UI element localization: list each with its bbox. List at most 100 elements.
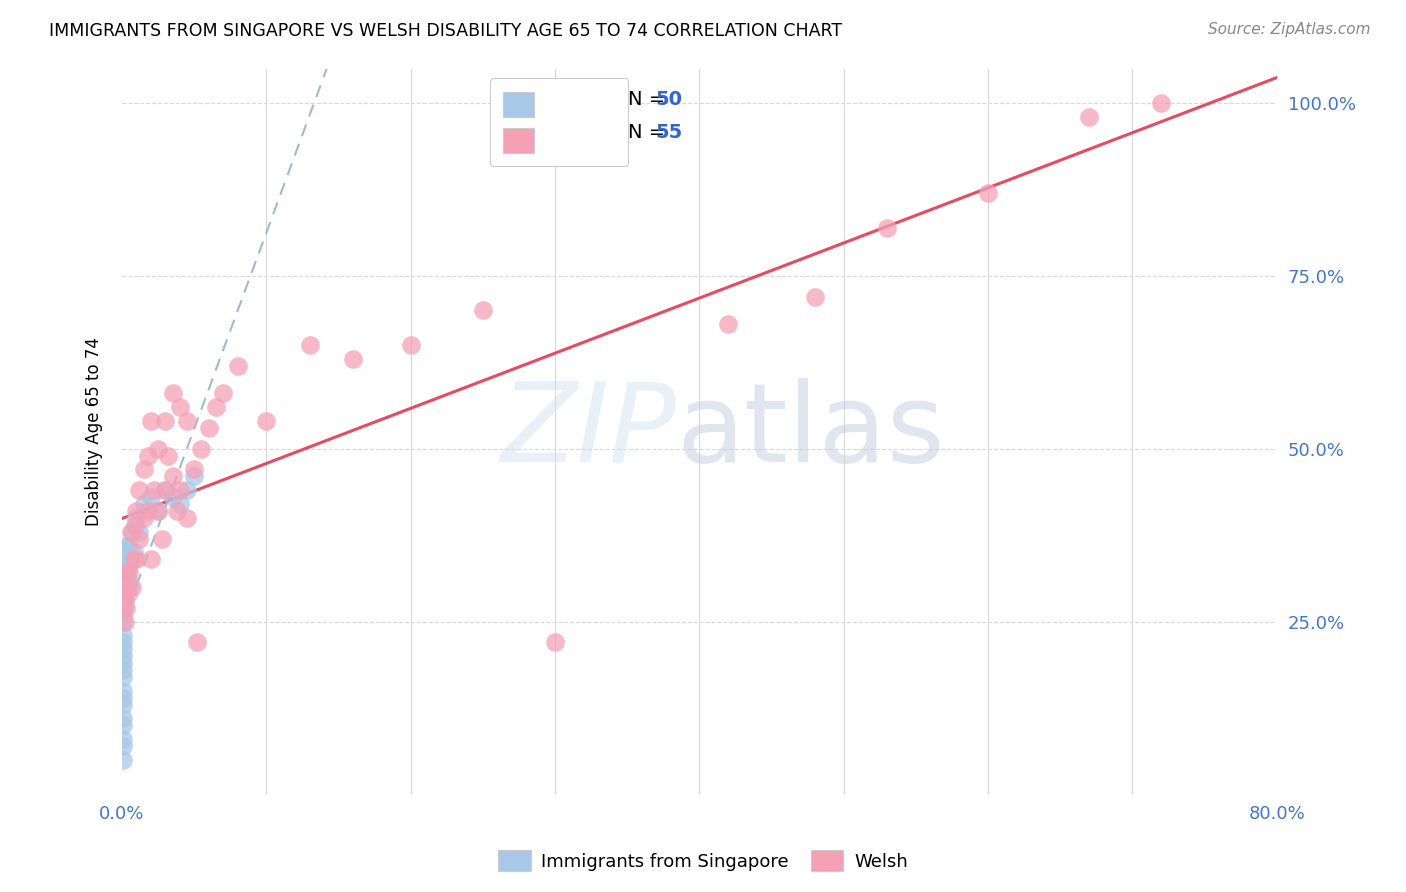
Point [128,524,150,539]
Point [155,483,177,498]
Point [112,732,135,747]
Point [112,642,135,657]
Point [122,545,145,559]
Text: R =: R = [531,123,575,142]
Point [146,442,169,456]
Legend:            ,            : , [489,78,628,166]
Point [139,414,162,428]
Point [342,351,364,366]
Point [125,511,148,525]
Point [132,511,155,525]
Point [132,497,155,511]
Text: N =: N = [628,123,671,142]
Point [112,656,135,670]
Point [139,552,162,566]
Point [169,401,191,415]
Point [115,539,138,553]
Point [125,552,148,566]
Point [112,587,135,601]
Point [112,649,135,664]
Point [544,635,567,649]
Point [112,573,135,587]
Point [115,600,138,615]
Point [122,552,145,566]
Point [128,483,150,498]
Text: IMMIGRANTS FROM SINGAPORE VS WELSH DISABILITY AGE 65 TO 74 CORRELATION CHART: IMMIGRANTS FROM SINGAPORE VS WELSH DISAB… [49,22,842,40]
Point [162,386,184,401]
Point [142,483,165,498]
Point [114,559,136,574]
Point [114,545,136,559]
Point [115,559,138,574]
Point [1150,96,1173,111]
Point [136,504,159,518]
Point [114,594,136,608]
Point [298,338,321,352]
Point [112,635,135,649]
Point [112,580,135,594]
Point [139,490,162,504]
Point [118,566,141,581]
Point [115,566,138,581]
Point [112,698,135,712]
Point [112,607,135,622]
Point [399,338,422,352]
Point [112,739,135,753]
Point [169,483,191,498]
Point [176,483,198,498]
Point [166,504,188,518]
Point [120,552,142,566]
Point [876,220,898,235]
Legend: Immigrants from Singapore, Welsh: Immigrants from Singapore, Welsh [491,843,915,879]
Point [112,615,135,629]
Point [114,615,136,629]
Point [146,504,169,518]
Point [155,483,177,498]
Point [112,573,135,587]
Point [471,303,494,318]
Point [176,511,198,525]
Text: 0.241: 0.241 [558,89,620,109]
Point [117,587,139,601]
Text: atlas: atlas [676,378,945,485]
Point [115,566,138,581]
Point [176,414,198,428]
Point [226,359,249,373]
Point [117,552,139,566]
Point [152,532,174,546]
Y-axis label: Disability Age 65 to 74: Disability Age 65 to 74 [86,337,103,526]
Point [183,469,205,483]
Point [112,600,135,615]
Point [190,442,212,456]
Point [121,580,143,594]
Point [136,449,159,463]
Text: N =: N = [628,89,671,109]
Point [183,462,205,476]
Point [112,663,135,677]
Point [125,504,148,518]
Point [112,753,135,767]
Point [162,490,184,504]
Point [112,628,135,642]
Text: Source: ZipAtlas.com: Source: ZipAtlas.com [1208,22,1371,37]
Point [128,532,150,546]
Point [112,670,135,684]
Text: 0.717: 0.717 [558,123,620,142]
Point [977,186,1000,200]
Point [197,421,219,435]
Point [112,559,135,574]
Point [212,386,235,401]
Point [120,524,142,539]
Point [205,401,228,415]
Point [717,318,740,332]
Point [114,580,136,594]
Point [112,573,135,587]
Point [146,504,169,518]
Point [118,580,141,594]
Point [112,600,135,615]
Point [804,290,827,304]
Point [112,711,135,725]
Point [254,414,277,428]
Point [186,635,208,649]
Point [132,462,155,476]
